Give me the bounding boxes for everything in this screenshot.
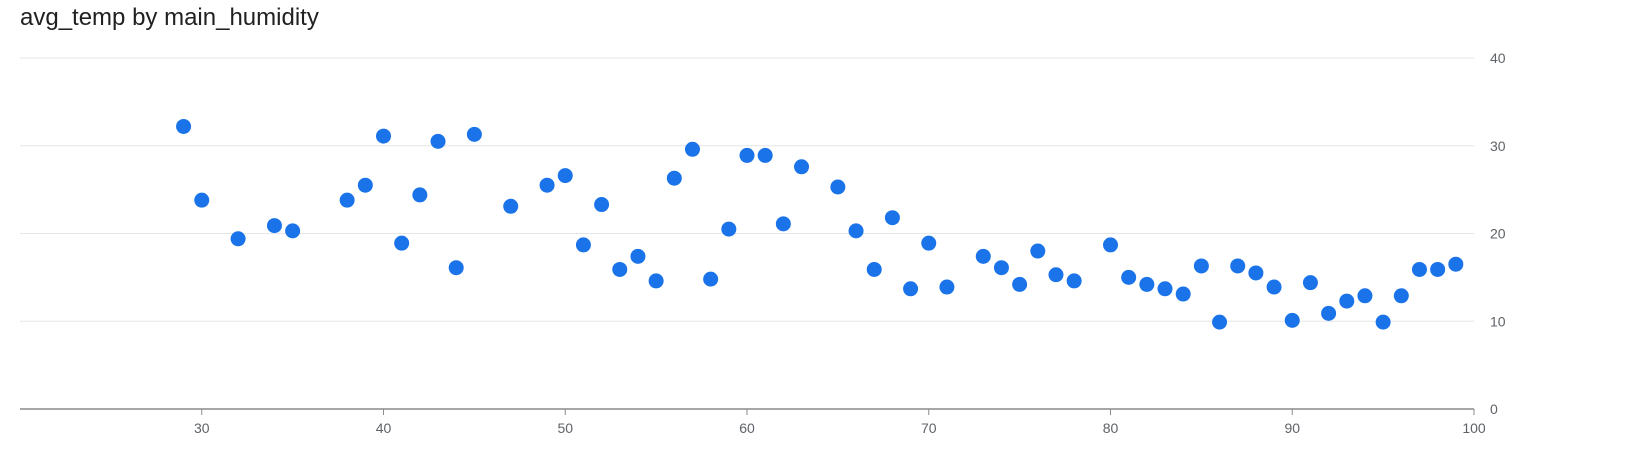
axes	[20, 408, 1475, 415]
x-tick-label: 40	[376, 420, 392, 436]
data-point[interactable]	[830, 179, 846, 195]
data-point[interactable]	[1157, 281, 1173, 297]
data-point[interactable]	[1121, 269, 1137, 285]
data-point[interactable]	[648, 273, 664, 289]
data-point[interactable]	[466, 126, 482, 142]
data-point[interactable]	[1284, 312, 1300, 328]
x-tick-label: 90	[1284, 420, 1300, 436]
data-point[interactable]	[684, 141, 700, 157]
data-point[interactable]	[539, 177, 555, 193]
data-point[interactable]	[1357, 288, 1373, 304]
data-point[interactable]	[1248, 265, 1264, 281]
data-point[interactable]	[739, 147, 755, 163]
data-point[interactable]	[757, 147, 773, 163]
data-point[interactable]	[848, 223, 864, 239]
x-tick-label: 60	[739, 420, 755, 436]
data-point[interactable]	[1030, 243, 1046, 259]
data-point[interactable]	[794, 159, 810, 175]
data-point[interactable]	[1302, 275, 1318, 291]
data-point[interactable]	[1266, 279, 1282, 295]
data-point[interactable]	[903, 281, 919, 297]
data-point[interactable]	[666, 170, 682, 186]
data-point[interactable]	[1139, 276, 1155, 292]
data-point[interactable]	[721, 221, 737, 237]
y-tick-label: 20	[1490, 226, 1506, 242]
data-point[interactable]	[176, 118, 192, 134]
data-point[interactable]	[1103, 237, 1118, 253]
data-point[interactable]	[939, 279, 955, 295]
x-tick-label: 80	[1103, 420, 1119, 436]
data-point[interactable]	[1448, 256, 1464, 272]
data-point[interactable]	[1066, 273, 1082, 289]
x-tick-label: 100	[1462, 420, 1486, 436]
data-point[interactable]	[266, 218, 282, 234]
data-point[interactable]	[993, 260, 1009, 276]
data-point[interactable]	[1321, 305, 1337, 321]
y-tick-label: 30	[1490, 138, 1506, 154]
x-tick-label: 70	[921, 420, 937, 436]
tick-labels: 0 10 20 30 40 30 40 50 60 70 80 90 100	[194, 50, 1506, 436]
data-point[interactable]	[594, 197, 610, 213]
data-point[interactable]	[866, 261, 882, 277]
x-tick-label: 30	[194, 420, 210, 436]
data-point[interactable]	[775, 216, 791, 232]
data-point[interactable]	[1193, 258, 1209, 274]
data-point[interactable]	[1339, 293, 1355, 309]
data-point[interactable]	[448, 260, 464, 276]
data-point[interactable]	[376, 128, 391, 144]
gridlines	[20, 57, 1474, 322]
data-point[interactable]	[884, 210, 900, 226]
data-points	[176, 118, 1464, 330]
data-point[interactable]	[1411, 261, 1427, 277]
data-point[interactable]	[412, 187, 428, 203]
data-point[interactable]	[1375, 314, 1391, 330]
y-tick-label: 0	[1490, 401, 1498, 417]
data-point[interactable]	[339, 192, 355, 208]
chart-title: avg_temp by main_humidity	[20, 4, 319, 31]
data-point[interactable]	[394, 235, 410, 251]
data-point[interactable]	[1175, 286, 1191, 302]
data-point[interactable]	[503, 198, 519, 214]
y-tick-label: 10	[1490, 313, 1506, 329]
data-point[interactable]	[612, 261, 628, 277]
data-point[interactable]	[975, 248, 991, 264]
data-point[interactable]	[285, 223, 301, 239]
data-point[interactable]	[1212, 314, 1228, 330]
data-point[interactable]	[357, 177, 373, 193]
data-point[interactable]	[1430, 261, 1446, 277]
data-point[interactable]	[230, 231, 246, 247]
data-point[interactable]	[630, 248, 646, 264]
data-point[interactable]	[1230, 258, 1246, 274]
data-point[interactable]	[921, 235, 937, 251]
data-point[interactable]	[430, 133, 446, 149]
data-point[interactable]	[575, 237, 591, 253]
data-point[interactable]	[703, 271, 719, 287]
data-point[interactable]	[1048, 267, 1064, 283]
data-point[interactable]	[1393, 288, 1409, 304]
data-point[interactable]	[557, 168, 573, 184]
x-tick-label: 50	[557, 420, 573, 436]
data-point[interactable]	[194, 192, 210, 208]
y-tick-label: 40	[1490, 50, 1506, 66]
data-point[interactable]	[1012, 276, 1028, 292]
